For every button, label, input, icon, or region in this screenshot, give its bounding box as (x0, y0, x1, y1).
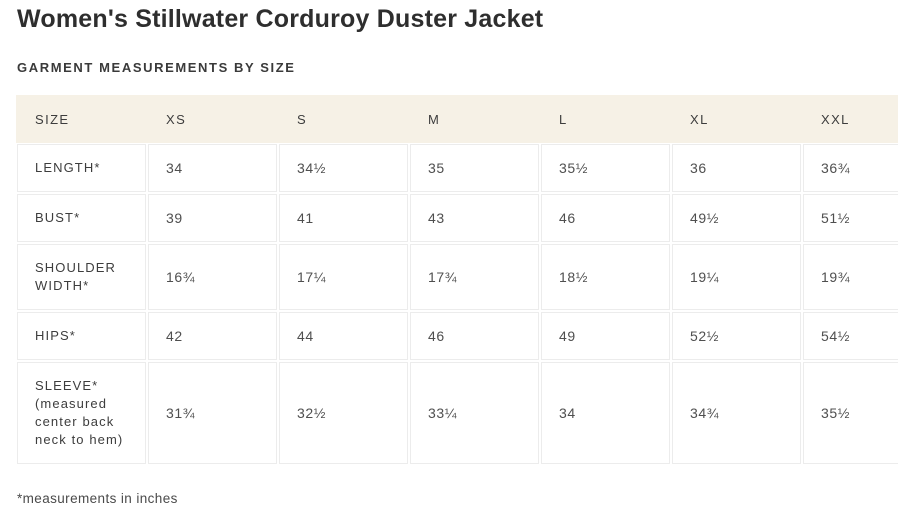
table-cell: 46 (541, 194, 670, 242)
table-cell: 34¾ (672, 362, 801, 464)
footnote: *measurements in inches (17, 491, 178, 506)
column-header-l: L (559, 111, 568, 127)
table-cell: 18½ (541, 244, 670, 310)
table-cell: 43 (410, 194, 539, 242)
table-cell: 41 (279, 194, 408, 242)
table-cell: 19¼ (672, 244, 801, 310)
table-cell: 16¾ (148, 244, 277, 310)
table-cell: 35 (410, 144, 539, 192)
table-cell: 31¾ (148, 362, 277, 464)
table-row-shoulder-width: SHOULDER WIDTH* 16¾ 17¼ 17¾ 18½ 19¼ 19¾ (16, 243, 898, 311)
size-table: SIZE XS S M L XL XXL LENGTH* 34 34½ 35 3… (16, 95, 898, 465)
table-cell: 36 (672, 144, 801, 192)
table-row-length: LENGTH* 34 34½ 35 35½ 36 36¾ (16, 143, 898, 193)
row-label: SHOULDER WIDTH* (17, 244, 146, 310)
table-cell: 49 (541, 312, 670, 360)
table-row-hips: HIPS* 42 44 46 49 52½ 54½ (16, 311, 898, 361)
table-cell: 39 (148, 194, 277, 242)
table-cell: 42 (148, 312, 277, 360)
table-cell: 17¾ (410, 244, 539, 310)
table-cell: 52½ (672, 312, 801, 360)
table-cell: 34½ (279, 144, 408, 192)
table-cell: 19¾ (803, 244, 898, 310)
size-chart-page: Women's Stillwater Corduroy Duster Jacke… (16, 5, 898, 506)
table-cell: 17¼ (279, 244, 408, 310)
table-cell: 51½ (803, 194, 898, 242)
column-header-m: M (428, 111, 441, 127)
table-cell: 44 (279, 312, 408, 360)
table-cell: 36¾ (803, 144, 898, 192)
row-label: HIPS* (17, 312, 146, 360)
row-label: LENGTH* (17, 144, 146, 192)
column-header-xs: XS (166, 111, 187, 127)
column-header-xl: XL (690, 111, 709, 127)
table-cell: 34 (541, 362, 670, 464)
section-heading: GARMENT MEASUREMENTS BY SIZE (17, 60, 296, 75)
table-cell: 35½ (541, 144, 670, 192)
table-cell: 54½ (803, 312, 898, 360)
table-header-row: SIZE XS S M L XL XXL (16, 95, 898, 143)
column-header-size: SIZE (35, 111, 70, 127)
page-title: Women's Stillwater Corduroy Duster Jacke… (17, 5, 544, 33)
row-label: BUST* (17, 194, 146, 242)
table-cell: 32½ (279, 362, 408, 464)
table-cell: 35½ (803, 362, 898, 464)
column-header-s: S (297, 111, 308, 127)
table-cell: 33¼ (410, 362, 539, 464)
table-cell: 49½ (672, 194, 801, 242)
row-label: SLEEVE* (measured center back neck to he… (17, 362, 146, 464)
column-header-xxl: XXL (821, 111, 850, 127)
table-cell: 46 (410, 312, 539, 360)
table-row-bust: BUST* 39 41 43 46 49½ 51½ (16, 193, 898, 243)
table-row-sleeve: SLEEVE* (measured center back neck to he… (16, 361, 898, 465)
table-cell: 34 (148, 144, 277, 192)
